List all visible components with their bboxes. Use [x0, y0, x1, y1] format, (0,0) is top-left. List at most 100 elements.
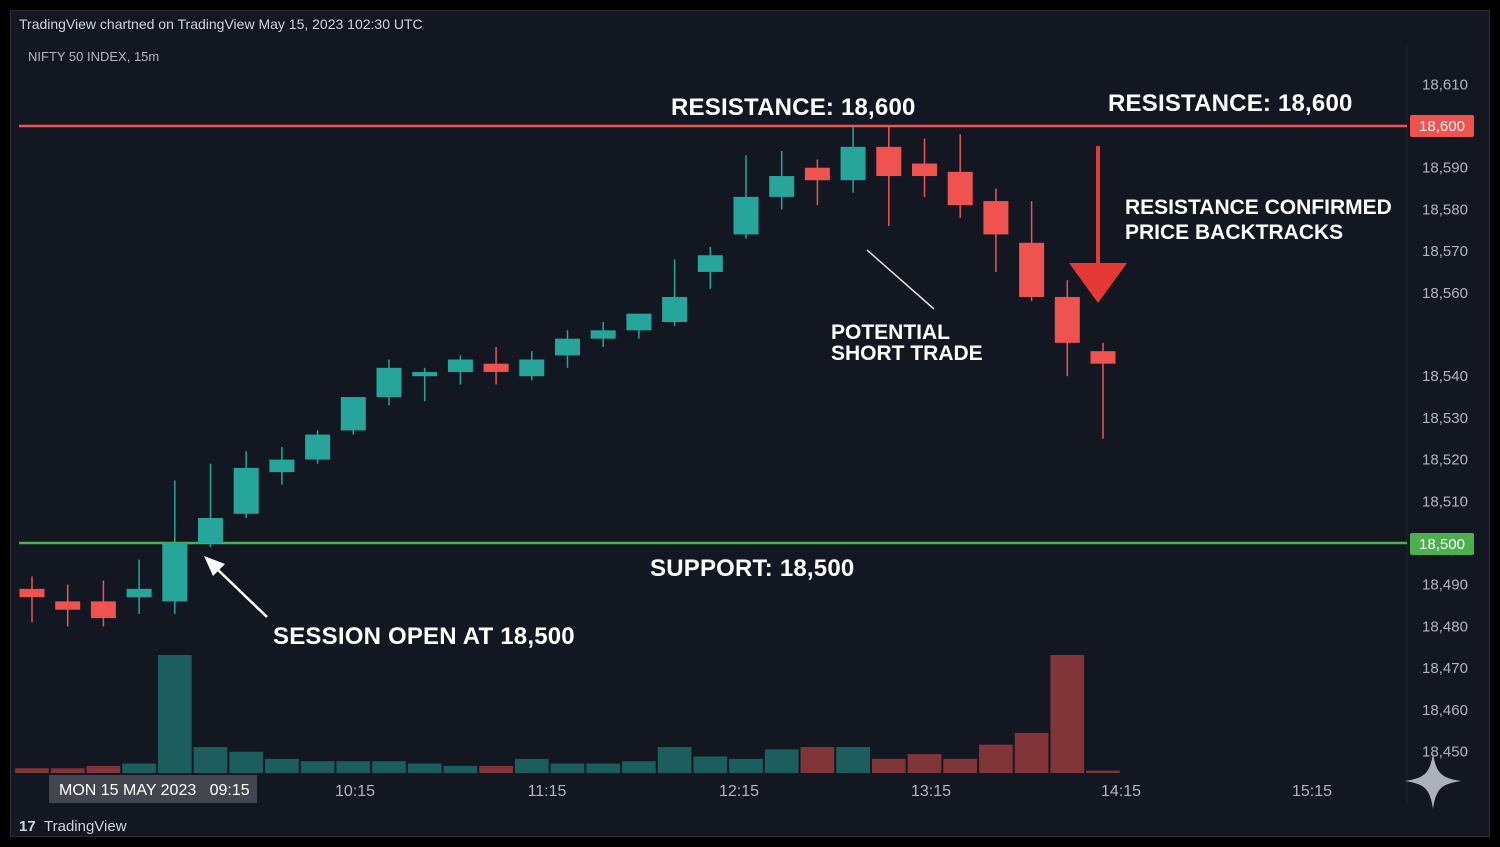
resistance-price-tag-text: 18,600 — [1419, 118, 1465, 135]
volume-bar — [943, 758, 978, 773]
candlestick-chart[interactable]: TradingView chartned on TradingView May … — [11, 11, 1491, 838]
candle — [555, 330, 580, 368]
x-tick-label: 13:15 — [911, 783, 951, 800]
y-tick-label: 18,580 — [1422, 201, 1468, 218]
y-tick-label: 18,470 — [1422, 660, 1468, 677]
candle-body — [19, 588, 45, 598]
candle — [305, 430, 331, 464]
y-tick-label: 18,480 — [1422, 618, 1468, 635]
session-open-label: SESSION OPEN AT 18,500 — [273, 623, 575, 650]
volume-bar — [979, 744, 1013, 773]
candle-body — [662, 296, 688, 322]
tradingview-logo-icon: 17 — [19, 818, 36, 835]
y-tick-label: 18,490 — [1422, 577, 1468, 594]
y-tick-label: 18,460 — [1422, 702, 1468, 719]
candle — [412, 367, 438, 402]
candle-body — [769, 176, 795, 197]
brand-text: TradingView — [44, 818, 127, 835]
y-tick-label: 18,510 — [1422, 493, 1468, 510]
x-tick-label: 12:15 — [719, 783, 759, 800]
y-tick-label: 18,520 — [1422, 452, 1468, 469]
volume-bar — [550, 763, 585, 773]
candle-body — [233, 467, 259, 514]
down-arrow-icon — [1069, 146, 1127, 303]
price-backtracks-label: PRICE BACKTRACKS — [1125, 221, 1343, 244]
current-date-text: MON 15 MAY 2023 09:15 — [59, 782, 250, 799]
short-trade-label: SHORT TRADE — [831, 342, 983, 365]
volume-bar — [657, 747, 692, 773]
candle — [769, 151, 795, 210]
candle — [1090, 342, 1116, 439]
resistance-confirmed-label: RESISTANCE CONFIRMED — [1125, 196, 1392, 219]
tradingview-logo: 17 TradingView — [19, 818, 127, 835]
session-open-arrow-icon — [204, 556, 268, 618]
candle-body — [733, 196, 759, 235]
candle-body — [1090, 351, 1116, 364]
volume-bar — [372, 761, 406, 773]
candle — [233, 451, 259, 518]
candle-body — [983, 201, 1009, 235]
candle — [126, 559, 152, 614]
chart-credit: TradingView chartned on TradingView May … — [19, 16, 423, 32]
resistance-label-right: RESISTANCE: 18,600 — [1108, 90, 1353, 117]
candle-body — [555, 338, 580, 356]
candle — [447, 355, 473, 385]
volume-bar — [836, 747, 870, 773]
support-price-tag: 18,500 — [1410, 533, 1474, 555]
volume-bar — [229, 751, 264, 773]
candle-body — [162, 543, 188, 602]
y-tick-label: 18,540 — [1422, 368, 1468, 385]
level-lines — [19, 124, 1407, 545]
candle — [162, 480, 188, 614]
candle-body — [626, 313, 652, 331]
candle — [912, 138, 937, 197]
x-tick-label: 10:15 — [335, 783, 375, 800]
candle — [198, 463, 223, 548]
candle-body — [340, 397, 366, 431]
volume-bar — [514, 758, 549, 773]
volume-bar — [1014, 732, 1049, 773]
volume-bar — [1050, 655, 1085, 773]
candle-body — [519, 359, 545, 377]
candle — [55, 584, 81, 627]
candle-body — [912, 163, 937, 177]
candle — [983, 188, 1009, 272]
candle-body — [447, 359, 473, 373]
volume-bar — [336, 761, 371, 773]
candle — [340, 397, 366, 435]
volume-bar — [407, 763, 442, 773]
candle — [269, 447, 295, 485]
resistance-price-tag: 18,600 — [1410, 115, 1474, 137]
candle-body — [305, 434, 331, 460]
candle-body — [376, 367, 402, 398]
volume-bar — [265, 758, 299, 773]
candle-body — [840, 146, 866, 181]
candle-body — [1019, 242, 1045, 297]
support-price-tag-text: 18,500 — [1419, 536, 1465, 553]
volume-bar — [50, 768, 85, 773]
candle-body — [1054, 296, 1080, 343]
candle — [376, 359, 402, 406]
candle — [626, 313, 652, 339]
candle-body — [412, 372, 438, 377]
short-trade-pointer — [866, 249, 935, 310]
volume-bar — [157, 655, 192, 773]
volume-layer — [15, 655, 1120, 773]
x-axis-ticks: 10:15 11:15 12:15 13:15 14:15 15:15 — [335, 783, 1332, 800]
symbol-label: NIFTY 50 INDEX, 15m — [28, 49, 159, 64]
candle — [90, 580, 116, 627]
current-date-tag: MON 15 MAY 2023 09:15 — [49, 775, 257, 803]
y-tick-label: 18,610 — [1422, 76, 1468, 93]
y-tick-label: 18,530 — [1422, 410, 1468, 427]
candle-body — [697, 255, 723, 272]
volume-bar — [622, 761, 656, 773]
candle — [876, 126, 902, 227]
candle-body — [269, 459, 295, 473]
volume-bar — [693, 756, 728, 773]
volume-bar — [479, 765, 513, 773]
volume-bar — [86, 765, 121, 773]
candle — [519, 351, 545, 381]
volume-bar — [15, 768, 49, 773]
volume-bar — [586, 763, 621, 773]
candle-body — [198, 517, 223, 543]
